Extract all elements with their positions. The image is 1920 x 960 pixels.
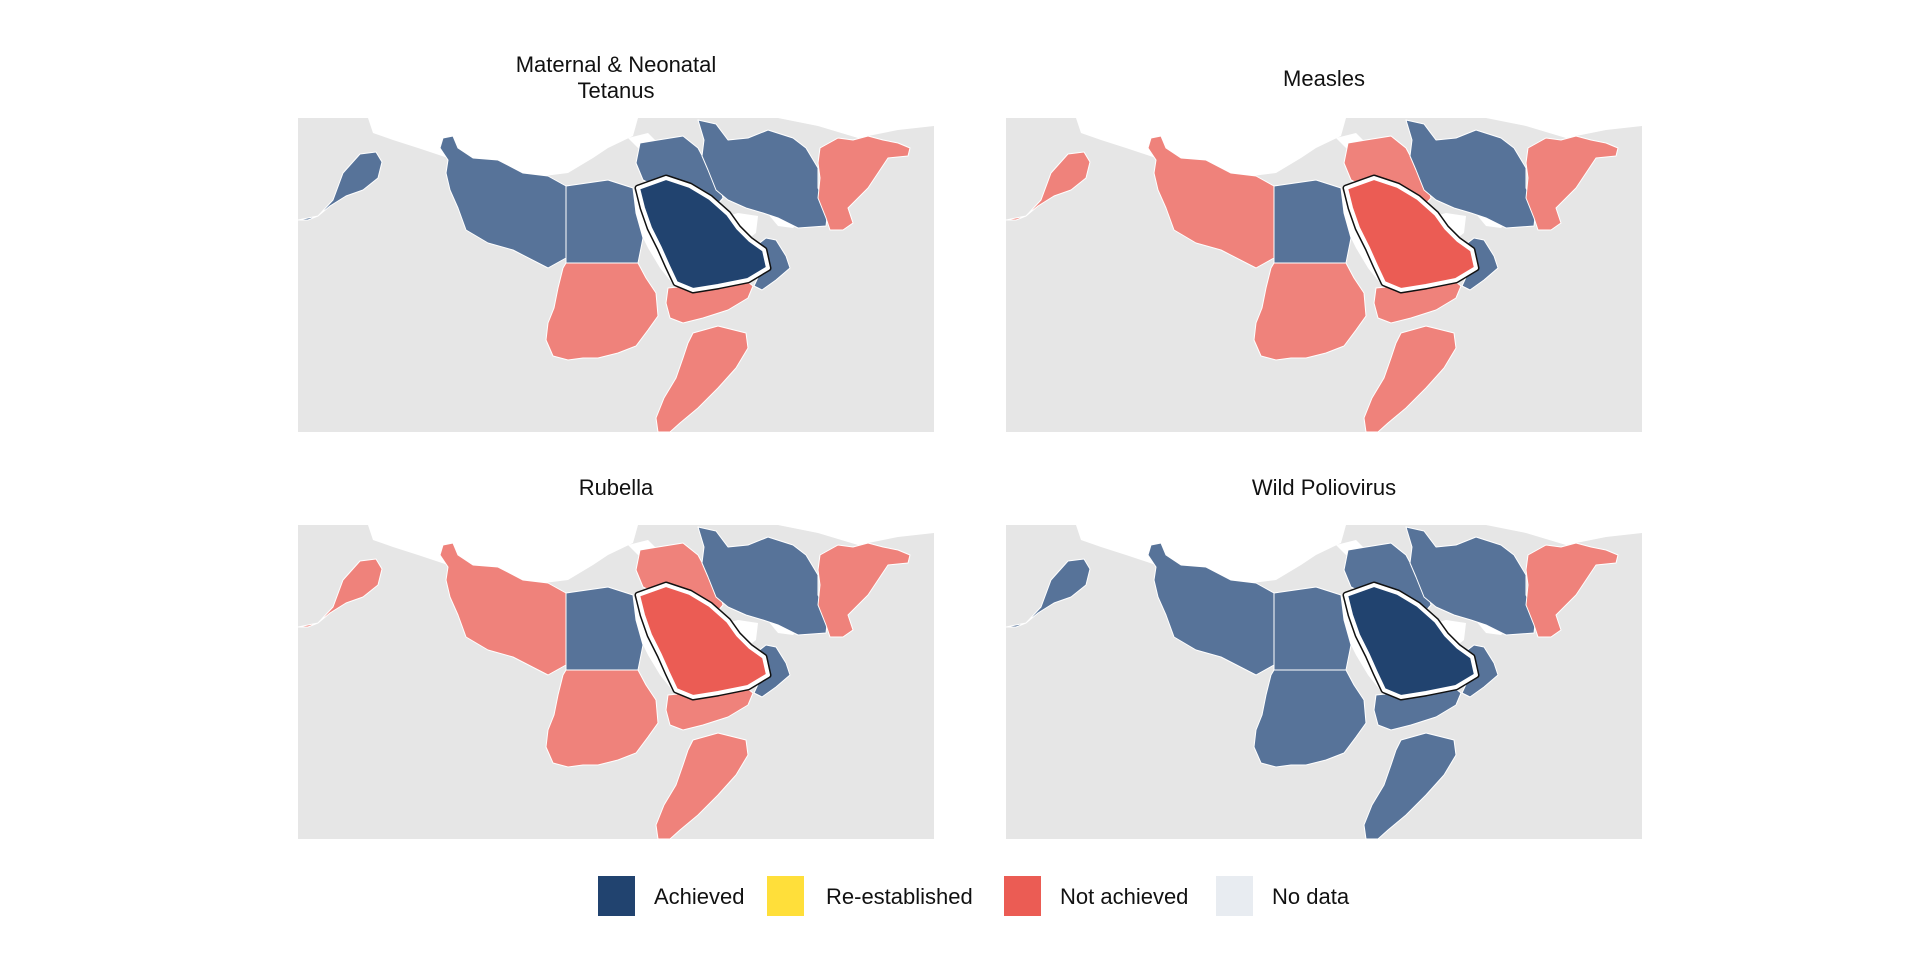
map-measles (1006, 118, 1642, 432)
land-mass (1596, 148, 1642, 228)
region-afpak (1525, 135, 1619, 231)
region-iran (1405, 526, 1537, 636)
region-morocco (298, 151, 383, 221)
region-saudi (1344, 583, 1478, 699)
region-north-africa (439, 542, 567, 676)
region-morocco (298, 558, 383, 628)
sea (368, 118, 638, 178)
region-horn (655, 732, 749, 839)
legend-label: No data (1272, 884, 1350, 909)
legend-swatch-not-achieved (1004, 876, 1041, 916)
region-afpak (817, 542, 911, 638)
sea (1006, 525, 1642, 545)
map-polio (1006, 525, 1642, 839)
sea (298, 118, 934, 138)
region-horn (1363, 325, 1457, 432)
map-mnt (298, 118, 934, 432)
region-afpak (817, 135, 911, 231)
region-saudi (636, 583, 770, 699)
legend-swatch-achieved (598, 876, 635, 916)
region-iran (1405, 119, 1537, 229)
panel-title: Measles (1283, 66, 1365, 91)
land-mass (888, 555, 934, 635)
region-egypt (565, 586, 644, 671)
region-sudan (1253, 669, 1367, 768)
land-mass (1596, 555, 1642, 635)
region-egypt (565, 179, 644, 264)
panel-title: Rubella (578, 475, 654, 500)
region-north-africa (1147, 135, 1275, 269)
region-sudan (545, 669, 659, 768)
legend-swatch-re-established (767, 876, 804, 916)
sea (1076, 118, 1346, 178)
panel-title: Wild Poliovirus (1251, 475, 1397, 500)
sea (368, 525, 638, 585)
legend-swatch-no-data (1216, 876, 1253, 916)
sea (1006, 118, 1642, 138)
region-saudi (1344, 176, 1478, 292)
legend-label: Not achieved (1060, 884, 1189, 909)
region-horn (1363, 732, 1457, 839)
panel-title: Maternal & Neonatal Tetanus (515, 52, 717, 103)
region-iran (697, 119, 829, 229)
legend-label: Re-established (826, 884, 973, 909)
region-egypt (1273, 179, 1352, 264)
region-morocco (1006, 558, 1091, 628)
region-egypt (1273, 586, 1352, 671)
sea (298, 525, 934, 545)
region-sudan (545, 262, 659, 361)
region-iran (697, 526, 829, 636)
region-sudan (1253, 262, 1367, 361)
sea (1076, 525, 1346, 585)
legend-label: Achieved (654, 884, 745, 909)
region-north-africa (439, 135, 567, 269)
region-saudi (636, 176, 770, 292)
region-north-africa (1147, 542, 1275, 676)
region-horn (655, 325, 749, 432)
land-mass (888, 148, 934, 228)
map-rubella (298, 525, 934, 839)
legend: Achieved Re-established Not achieved No … (0, 872, 1920, 922)
region-morocco (1006, 151, 1091, 221)
region-afpak (1525, 542, 1619, 638)
